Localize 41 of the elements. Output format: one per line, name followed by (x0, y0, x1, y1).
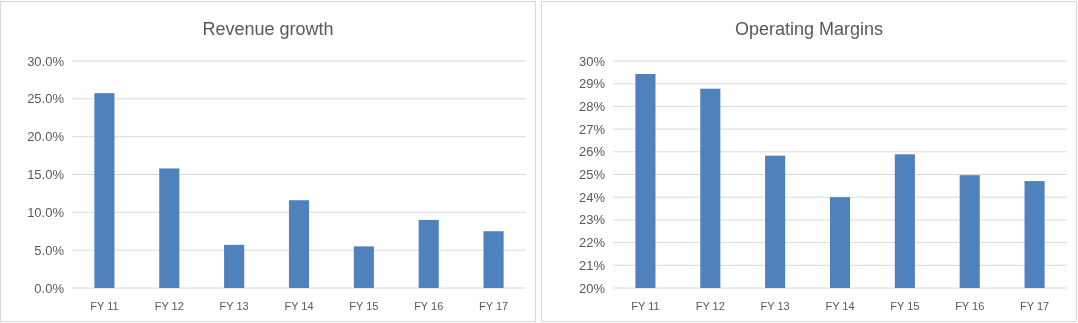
y-tick-label: 23% (578, 212, 606, 228)
bar (224, 244, 245, 288)
y-tick-label: 28% (578, 98, 606, 114)
y-tick-label: 30.0% (27, 53, 65, 69)
y-tick-label: 20.0% (27, 129, 65, 145)
bar (159, 168, 180, 288)
x-tick-label: FY 13 (760, 300, 790, 312)
x-tick-label: FY 12 (154, 300, 184, 312)
y-tick-label: 25% (578, 167, 606, 183)
x-tick-label: FY 11 (631, 300, 660, 312)
x-tick-label: FY 17 (478, 300, 509, 312)
x-tick-label: FY 16 (414, 300, 444, 312)
y-tick-label: 27% (578, 121, 606, 137)
y-tick-label: 25.0% (27, 91, 65, 107)
chart-title: Operating Margins (734, 19, 884, 39)
x-tick-label: FY 17 (1019, 300, 1050, 312)
x-tick-label: FY 15 (349, 300, 379, 312)
bar (418, 219, 439, 288)
y-tick-label: 29% (578, 76, 606, 92)
x-tick-label: FY 15 (890, 300, 920, 312)
y-tick-label: 5.0% (34, 242, 65, 258)
x-tick-label: FY 14 (825, 300, 855, 312)
y-tick-label: 10.0% (27, 204, 65, 220)
y-tick-label: 15.0% (27, 167, 65, 183)
bar (288, 200, 310, 288)
y-tick-label: 20% (578, 280, 606, 296)
chart-title: Revenue growth (202, 19, 334, 39)
y-tick-label: 22% (578, 235, 606, 251)
bar (353, 246, 374, 288)
y-tick-label: 21% (578, 257, 606, 273)
x-tick-label: FY 14 (284, 300, 314, 312)
x-tick-label: FY 16 (955, 300, 985, 312)
bar (94, 93, 115, 288)
y-tick-label: 0.0% (34, 280, 65, 296)
y-tick-label: 26% (578, 144, 606, 160)
x-tick-label: FY 12 (695, 300, 725, 312)
x-tick-label: FY 11 (90, 300, 119, 312)
y-tick-label: 24% (578, 189, 606, 205)
y-tick-label: 30% (578, 53, 606, 69)
bar (483, 231, 504, 288)
x-tick-label: FY 13 (219, 300, 249, 312)
